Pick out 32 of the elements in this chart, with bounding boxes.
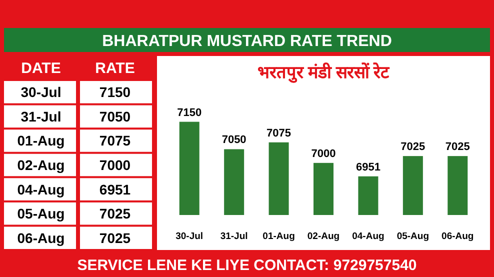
text: 7150 <box>99 84 131 100</box>
data-label: 7075 <box>266 127 292 140</box>
text: RATE <box>95 60 135 77</box>
x-tick-label: 02-Aug <box>307 231 340 242</box>
data-label: 7150 <box>177 106 202 119</box>
text: 05-Aug <box>17 206 65 222</box>
x-tick-label: 06-Aug <box>442 231 474 242</box>
x-tick-label: 30-Jul <box>176 231 204 242</box>
data-label: 7050 <box>222 134 246 146</box>
x-tick-label: 05-Aug <box>396 231 430 242</box>
text: 02-Aug <box>17 157 65 173</box>
x-tick-label: 04-Aug <box>352 231 385 242</box>
text: 6951 <box>99 181 131 198</box>
data-label: 7025 <box>400 141 426 154</box>
data-label: 7000 <box>311 148 336 160</box>
text: 04-Aug <box>17 181 65 198</box>
text: 31-Jul <box>20 108 62 124</box>
x-tick-label: 01-Aug <box>262 231 296 242</box>
text: 7075 <box>99 132 131 149</box>
text: 7025 <box>99 230 131 246</box>
x-tick-label: 31-Jul <box>220 231 248 242</box>
text: 7050 <box>99 108 131 124</box>
chart-title: BHARATPUR MUSTARD RATE TREND <box>102 33 392 50</box>
text: 7000 <box>99 157 131 173</box>
data-label: 6951 <box>356 161 380 174</box>
text: 7025 <box>99 206 131 222</box>
data-label: 7025 <box>445 141 470 154</box>
text: 30-Jul <box>20 84 62 100</box>
text: DATE <box>21 60 61 77</box>
text: 01-Aug <box>17 132 65 149</box>
text: SERVICE LENE KE LIYE CONTACT: 9729757540 <box>77 257 417 274</box>
chart-subtitle: भरतपुर मंडी सरसों रेट <box>257 62 391 83</box>
